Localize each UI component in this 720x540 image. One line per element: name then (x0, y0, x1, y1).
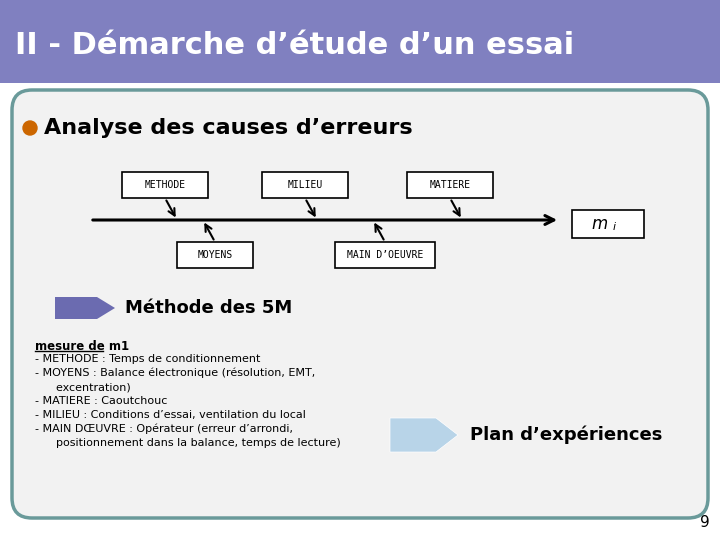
Text: mesure de m1: mesure de m1 (35, 340, 129, 353)
Text: MATIERE: MATIERE (429, 180, 471, 190)
Text: II - Démarche d’étude d’un essai: II - Démarche d’étude d’un essai (15, 31, 575, 60)
FancyBboxPatch shape (122, 172, 208, 198)
FancyArrow shape (55, 297, 115, 319)
Text: 9: 9 (701, 515, 710, 530)
Text: - MATIERE : Caoutchouc: - MATIERE : Caoutchouc (35, 396, 167, 406)
Text: MOYENS: MOYENS (197, 250, 233, 260)
Text: METHODE: METHODE (145, 180, 186, 190)
FancyArrow shape (390, 418, 458, 452)
FancyBboxPatch shape (407, 172, 493, 198)
Text: Analyse des causes d’erreurs: Analyse des causes d’erreurs (44, 118, 413, 138)
Text: i: i (612, 222, 616, 232)
Text: Méthode des 5M: Méthode des 5M (125, 299, 292, 317)
FancyBboxPatch shape (177, 242, 253, 268)
FancyBboxPatch shape (0, 0, 720, 83)
Text: positionnement dans la balance, temps de lecture): positionnement dans la balance, temps de… (35, 438, 341, 448)
FancyBboxPatch shape (262, 172, 348, 198)
Text: Plan d’expériences: Plan d’expériences (470, 426, 662, 444)
FancyBboxPatch shape (572, 210, 644, 238)
Text: MILIEU: MILIEU (287, 180, 323, 190)
Text: MAIN D’OEUVRE: MAIN D’OEUVRE (347, 250, 423, 260)
Text: m: m (591, 215, 608, 233)
Text: - METHODE : Temps de conditionnement: - METHODE : Temps de conditionnement (35, 354, 261, 364)
FancyBboxPatch shape (335, 242, 435, 268)
FancyBboxPatch shape (12, 90, 708, 518)
Circle shape (23, 121, 37, 135)
Text: - MILIEU : Conditions d’essai, ventilation du local: - MILIEU : Conditions d’essai, ventilati… (35, 410, 306, 420)
Text: - MOYENS : Balance électronique (résolution, EMT,: - MOYENS : Balance électronique (résolut… (35, 368, 315, 379)
Text: excentration): excentration) (35, 382, 131, 392)
Text: - MAIN DŒUVRE : Opérateur (erreur d’arrondi,: - MAIN DŒUVRE : Opérateur (erreur d’arro… (35, 424, 293, 435)
